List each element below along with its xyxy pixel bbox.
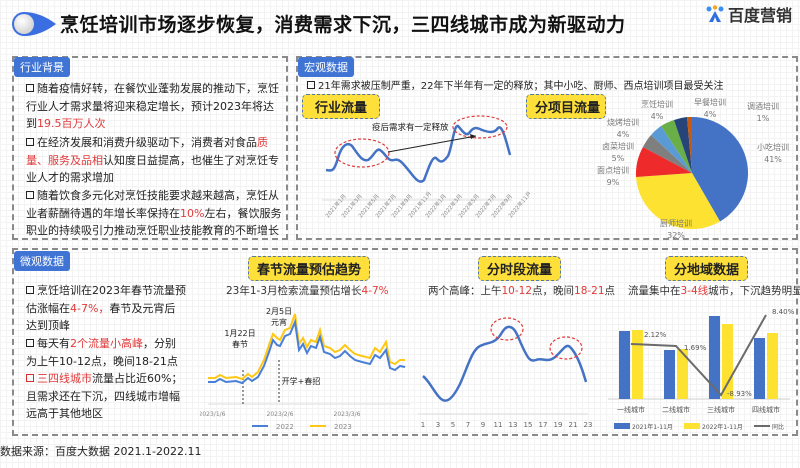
svg-text:四线城市: 四线城市 [752,405,780,414]
item-flow-pie-chart: 小吃培训 41% 厨师培训 32% 面点培训 9% 卤菜培训 5% 烧烤培训 4% 烹饪培… [597,97,789,240]
region-bar-chart: 2.12% 1.69% -8.93% 8.40% 一线城市 二线城市 三线城市 … [608,308,795,431]
page-title: 烹饪培训市场逐步恢复，消费需求下沉，三四线城市成为新驱动力 [60,14,626,36]
region-subtitle: 流量集中在3-4线城市，下沉趋势明显 [628,285,800,297]
checkbox-square-icon [26,286,34,294]
hourly-flow-label: 分时段流量 [478,256,562,281]
baidu-logo-icon [706,5,724,22]
svg-text:2022年1-11月: 2022年1-11月 [702,423,743,431]
industry-background-panel [12,56,288,240]
svg-text:4%: 4% [651,112,664,121]
macro-data-panel [296,56,798,240]
data-source-note: 数据来源：百度大数据 2021.1-2022.11 [0,445,202,458]
spring-trend-chart: 1月22日 春节 2月5日 元宵 开学+春招 2023/1/6 2023/2/6… [200,307,410,431]
svg-text:小吃培训: 小吃培训 [757,142,789,152]
spring-trend-label: 春节流量预估趋势 [248,256,371,281]
svg-text:9%: 9% [607,178,620,187]
svg-text:面点培训: 面点培训 [597,165,629,175]
svg-text:烧烤培训: 烧烤培训 [607,117,639,127]
checkbox-square-icon [26,138,34,146]
logo-text: 百度营销 [728,6,793,25]
svg-text:烹饪培训: 烹饪培训 [641,99,673,109]
svg-text:21: 21 [569,421,578,429]
industry-flow-chart: 疫后需求有一定释放 2021年1月 2021年3月 2021年5月 2021年7… [322,115,530,220]
header-bullet-icon [12,12,56,36]
x-axis-ticks: 一线城市 二线城市 三线城市 四线城市 [617,405,780,414]
x-axis-ticks: 2021年1月 2021年3月 2021年5月 2021年7月 2021年9月 … [323,190,530,220]
svg-text:3: 3 [436,421,440,429]
svg-text:2023/3/6: 2023/3/6 [334,411,361,418]
svg-text:1: 1 [421,421,425,429]
micro-data-panel [12,248,798,436]
svg-text:2023/2/6: 2023/2/6 [267,411,294,418]
industry-background-tag: 行业背景 [14,57,70,77]
macro-bullet: 21年需求被压制严重，22年下半年有一定的释放；其中小吃、厨师、西点培训项目最受… [307,77,723,92]
flow-annotation: 疫后需求有一定释放 [372,122,449,133]
industry-bullet-3: 随着饮食多元化对烹饪技能要求越来越高，烹饪从业者薪酬待遇的年增长率保持在10%左… [26,189,282,237]
ann-lantern-festival: 2月5日 [266,307,292,316]
svg-text:2022: 2022 [276,423,294,431]
macro-data-tag: 宏观数据 [298,57,354,77]
svg-text:13: 13 [509,421,518,429]
svg-text:2021年1-11月: 2021年1-11月 [632,423,673,431]
svg-text:4%: 4% [704,110,717,119]
svg-text:1.69%: 1.69% [684,344,707,352]
svg-text:春节: 春节 [232,339,248,349]
checkbox-square-red-icon [26,374,34,382]
svg-text:早餐培训: 早餐培训 [694,97,726,107]
micro-data-tag: 微观数据 [14,251,70,271]
spring-subtitle: 23年1-3月检索流量预估增长4-7% [226,285,389,297]
industry-flow-label: 行业流量 [302,94,380,119]
svg-text:15: 15 [524,421,533,429]
svg-text:-8.93%: -8.93% [727,390,752,398]
micro-bullet-1: 烹饪培训在2023年春节流量预估涨幅在4-7%，春节及元宵后达到顶峰 [26,284,186,332]
svg-text:9: 9 [481,421,485,429]
ann-spring-festival: 1月22日 [224,329,255,338]
svg-text:1%: 1% [757,114,770,123]
region-legend: 2021年1-11月 2022年1-11月 同比 [614,423,784,431]
svg-text:三线城市: 三线城市 [707,405,735,414]
header: 烹饪培训市场逐步恢复，消费需求下沉，三四线城市成为新驱动力 百度营销 [0,0,800,50]
checkbox-square-icon [26,339,34,347]
svg-text:17: 17 [539,421,548,429]
svg-text:8.40%: 8.40% [772,308,795,316]
svg-text:19: 19 [554,421,563,429]
industry-bullet-1: 随着疫情好转，在餐饮业蓬勃发展的推动下，烹饪行业人才需求量将迎来稳定增长，预计2… [26,82,279,130]
svg-text:5%: 5% [612,154,625,163]
spring-legend: 2022 2023 [252,423,352,431]
svg-text:调酒培训: 调酒培训 [747,101,779,111]
svg-text:4%: 4% [617,130,630,139]
svg-text:元宵: 元宵 [271,317,287,327]
svg-text:同比: 同比 [772,423,784,431]
checkbox-square-icon [307,81,315,89]
svg-text:11: 11 [494,421,503,429]
industry-bullet-2: 在经济发展和消费升级驱动下，消费者对食品质量、服务及品相认知度日益提高，也催生了… [26,136,279,184]
svg-text:厨师培训: 厨师培训 [660,218,692,228]
pie-labels: 小吃培训 41% 厨师培训 32% 面点培训 9% 卤菜培训 5% 烧烤培训 4% 烹饪培… [597,97,789,240]
yoy-data-labels: 2.12% 1.69% -8.93% 8.40% [644,308,795,398]
svg-text:一线城市: 一线城市 [617,405,645,414]
svg-text:2.12%: 2.12% [644,331,667,339]
ann-school-start: 开学+春招 [282,376,321,386]
svg-text:23: 23 [584,421,593,429]
svg-text:2023/1/6: 2023/1/6 [200,411,226,418]
micro-bullet-3: 三四线城市流量占比近60%；且需求还在下沉，四线城市增幅远高于其他地区 [26,372,183,420]
svg-text:41%: 41% [764,155,782,164]
hourly-subtitle: 两个高峰：上午10-12点，晚间18-21点 [428,285,616,297]
x-axis-ticks: 2023/1/6 2023/2/6 2023/3/6 [200,411,361,418]
svg-text:卤菜培训: 卤菜培训 [602,141,634,151]
region-data-label: 分地域数据 [665,256,749,281]
checkbox-square-icon [26,191,34,199]
checkbox-square-icon [26,84,34,92]
baidu-marketing-logo: 百度营销 [705,2,792,26]
svg-text:5: 5 [451,421,455,429]
micro-bullet-2: 每天有2个流量小高峰，分别为上午10-12点，晚间18-21点 [26,337,178,368]
svg-text:二线城市: 二线城市 [662,405,690,414]
svg-text:32%: 32% [667,231,685,240]
item-flow-label: 分项目流量 [526,94,606,119]
svg-text:2023: 2023 [334,423,352,431]
svg-text:7: 7 [466,421,470,429]
